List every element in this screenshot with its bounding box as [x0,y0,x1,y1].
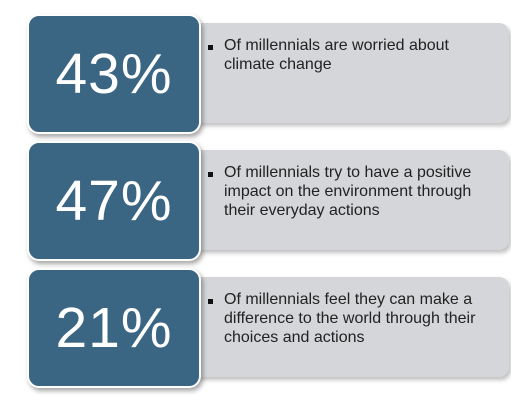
stat-description-panel: Of millennials try to have a positive im… [150,150,509,250]
stat-value-box: 43% [27,14,201,134]
stat-description: Of millennials feel they can make a diff… [224,291,476,346]
stat-card: Of millennials are worried about climate… [0,14,511,138]
stat-value: 43% [55,41,173,106]
stat-card: Of millennials feel they can make a diff… [0,268,511,392]
stat-value-box: 21% [27,268,201,388]
stat-value: 21% [55,295,173,360]
stat-value-box: 47% [27,141,201,261]
stat-description-panel: Of millennials feel they can make a diff… [150,277,509,377]
stat-description: Of millennials are worried about climate… [224,37,449,73]
bullet-icon [208,45,213,50]
bullet-icon [208,172,213,177]
stat-description: Of millennials try to have a positive im… [224,164,472,219]
stat-description-panel: Of millennials are worried about climate… [150,23,509,123]
bullet-icon [208,299,213,304]
stat-value: 47% [55,168,173,233]
stat-card: Of millennials try to have a positive im… [0,141,511,265]
